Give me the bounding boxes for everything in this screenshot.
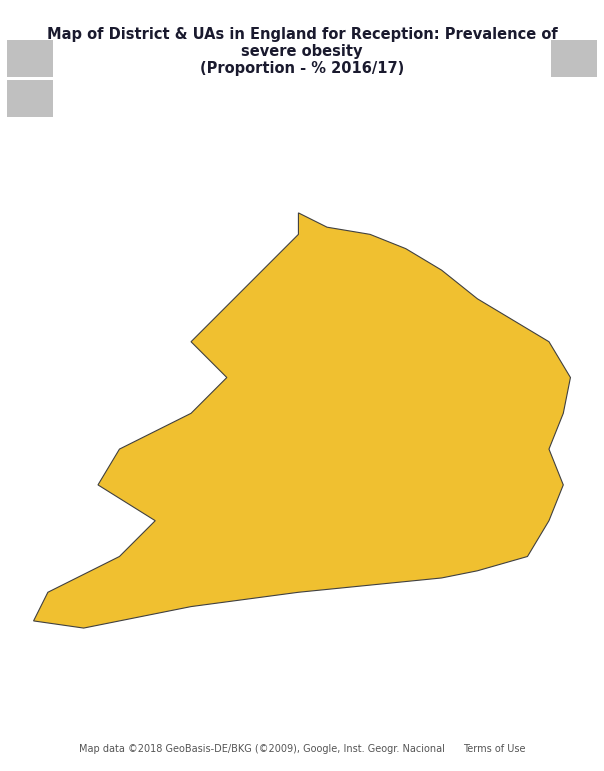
Text: Terms of Use: Terms of Use [463, 744, 525, 754]
Polygon shape [34, 213, 570, 628]
Text: (Proportion - % 2016/17): (Proportion - % 2016/17) [200, 61, 404, 76]
Text: Map data ©2018 GeoBasis-DE/BKG (©2009), Google, Inst. Geogr. Nacional: Map data ©2018 GeoBasis-DE/BKG (©2009), … [79, 744, 445, 754]
Text: severe obesity: severe obesity [241, 44, 363, 59]
Text: Map of District & UAs in England for Reception: Prevalence of: Map of District & UAs in England for Rec… [47, 27, 557, 42]
